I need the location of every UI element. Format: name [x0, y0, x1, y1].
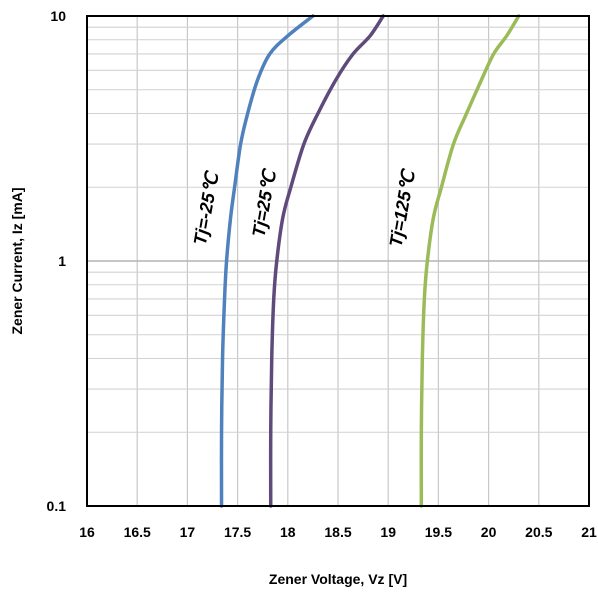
y-axis-title: Zener Current, Iz [mA]: [9, 187, 25, 334]
x-tick-label: 19: [380, 524, 396, 540]
grid-layer: [87, 16, 589, 506]
y-tick-label: 10: [50, 8, 66, 24]
curve-label: Tj=125℃: [386, 167, 420, 249]
y-tick-label: 0.1: [47, 498, 67, 514]
series-layer: [219, 14, 521, 508]
x-tick-label: 18.5: [324, 524, 351, 540]
x-tick-label: 20.5: [525, 524, 552, 540]
curve-label: Tj=-25℃: [190, 169, 223, 247]
x-axis-title: Zener Voltage, Vz [V]: [269, 571, 407, 587]
x-tick-label: 16.5: [124, 524, 151, 540]
tick-label-layer: 16 16.5 17 17.5 18 18.5 19 19.5 20 20.5 21 0.1 1 10: [47, 8, 597, 540]
y-tick-label: 1: [58, 253, 66, 269]
x-tick-label: 18: [280, 524, 296, 540]
x-tick-label: 16: [79, 524, 95, 540]
x-tick-label: 20: [481, 524, 497, 540]
series-line: [419, 14, 521, 508]
curve-annotation-layer: Tj=-25℃ Tj=25℃ Tj=125℃: [190, 167, 419, 249]
series-line: [268, 14, 385, 508]
series-line: [219, 14, 315, 508]
plot-frame: [86, 15, 590, 507]
x-tick-label: 17: [180, 524, 196, 540]
x-tick-label: 21: [581, 524, 597, 540]
x-tick-label: 19.5: [425, 524, 452, 540]
x-tick-label: 17.5: [224, 524, 251, 540]
curve-label: Tj=25℃: [248, 167, 280, 239]
